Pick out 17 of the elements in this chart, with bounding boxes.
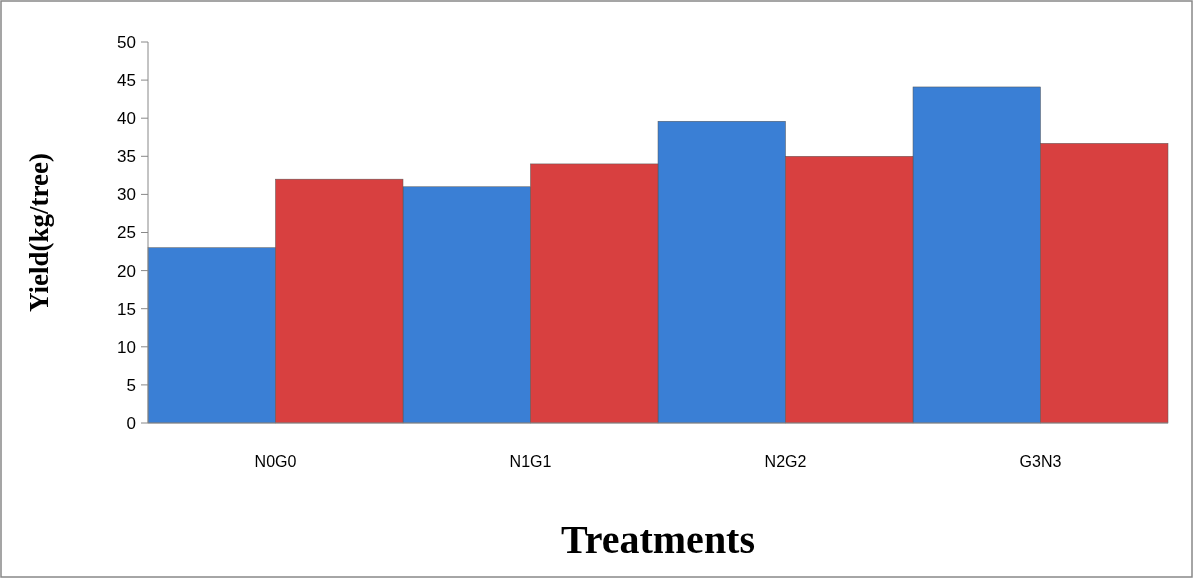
y-tick-label: 10 bbox=[117, 337, 136, 357]
y-tick-label: 15 bbox=[117, 299, 136, 319]
y-tick-label: 30 bbox=[117, 185, 136, 205]
x-tick-label: N1G1 bbox=[509, 453, 552, 470]
x-tick-label: G3N3 bbox=[1019, 453, 1062, 470]
x-tick-label: N0G0 bbox=[254, 453, 297, 470]
y-tick-label: 40 bbox=[117, 109, 136, 129]
y-axis-title: Yield(kg/tree) bbox=[24, 153, 54, 312]
y-tick-label: 25 bbox=[117, 223, 136, 243]
y-tick-label: 5 bbox=[126, 375, 136, 395]
x-axis-title: Treatments bbox=[560, 517, 756, 562]
y-tick-label: 0 bbox=[126, 413, 136, 433]
y-tick-label: 45 bbox=[117, 71, 136, 91]
x-tick-label: N2G2 bbox=[764, 453, 807, 470]
y-tick-label: 35 bbox=[117, 147, 136, 167]
y-tick-label: 20 bbox=[117, 261, 136, 281]
y-tick-label: 50 bbox=[117, 32, 136, 52]
